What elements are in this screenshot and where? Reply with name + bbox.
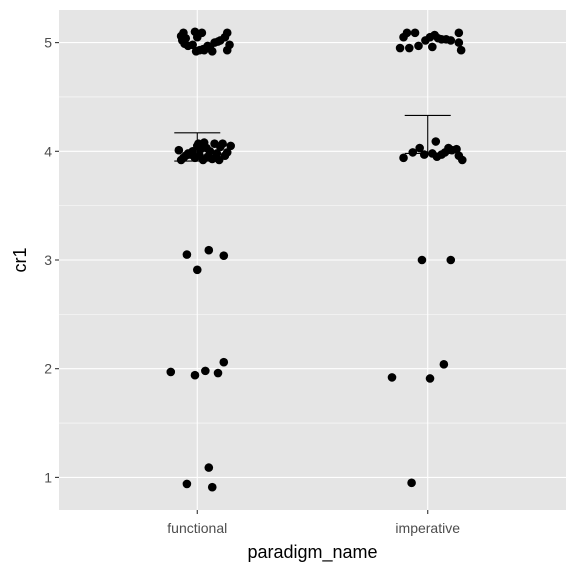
data-point (207, 482, 217, 492)
y-tick-label: 3 (44, 252, 52, 268)
data-point (204, 463, 214, 472)
data-point (182, 250, 192, 259)
data-point (205, 147, 215, 156)
data-point (446, 36, 456, 45)
data-point (226, 141, 235, 151)
data-point (207, 47, 217, 56)
x-axis-ticks: functional imperative (167, 510, 460, 536)
data-point (454, 38, 464, 47)
data-point (446, 255, 456, 265)
data-point (174, 145, 184, 155)
data-point (225, 40, 234, 50)
data-point (212, 149, 222, 158)
data-point (407, 478, 416, 488)
data-point (219, 357, 229, 367)
y-tick-label: 4 (44, 143, 52, 159)
data-point (222, 148, 232, 157)
data-point (201, 366, 210, 376)
data-point (402, 28, 412, 38)
y-axis-ticks: 1 2 3 4 5 (44, 35, 59, 485)
data-point (414, 41, 423, 51)
data-point (439, 360, 449, 369)
data-points (166, 27, 467, 492)
data-point (419, 150, 429, 159)
data-point (188, 40, 197, 50)
data-point (454, 28, 464, 38)
data-point (192, 265, 202, 275)
data-point (213, 368, 223, 378)
data-point (417, 255, 427, 265)
data-point (218, 139, 227, 148)
data-point (387, 373, 397, 382)
error-bars (174, 114, 451, 162)
data-point (395, 43, 405, 53)
data-point (415, 143, 424, 153)
data-point (408, 148, 418, 157)
data-point (410, 28, 420, 38)
data-point (428, 42, 437, 52)
data-point (204, 245, 214, 255)
data-point (452, 144, 461, 154)
data-point (457, 155, 467, 165)
x-axis-title: paradigm_name (247, 542, 377, 563)
y-tick-label: 1 (44, 469, 52, 485)
data-point (404, 43, 414, 53)
data-point (456, 45, 466, 55)
minor-gridlines (59, 96, 566, 424)
data-point (431, 137, 441, 146)
data-point (222, 28, 232, 38)
data-point (425, 374, 435, 383)
y-tick-label: 5 (44, 35, 52, 51)
x-tick-label: functional (167, 520, 227, 536)
data-point (219, 251, 229, 260)
y-tick-label: 2 (44, 361, 52, 377)
x-tick-label: imperative (395, 520, 460, 536)
data-point (190, 370, 200, 380)
data-point (181, 33, 191, 43)
data-point (197, 28, 207, 38)
major-gridlines (59, 10, 566, 510)
y-axis-title: cr1 (10, 247, 30, 272)
data-point (166, 367, 176, 377)
data-point (182, 479, 192, 489)
data-point (399, 153, 408, 163)
